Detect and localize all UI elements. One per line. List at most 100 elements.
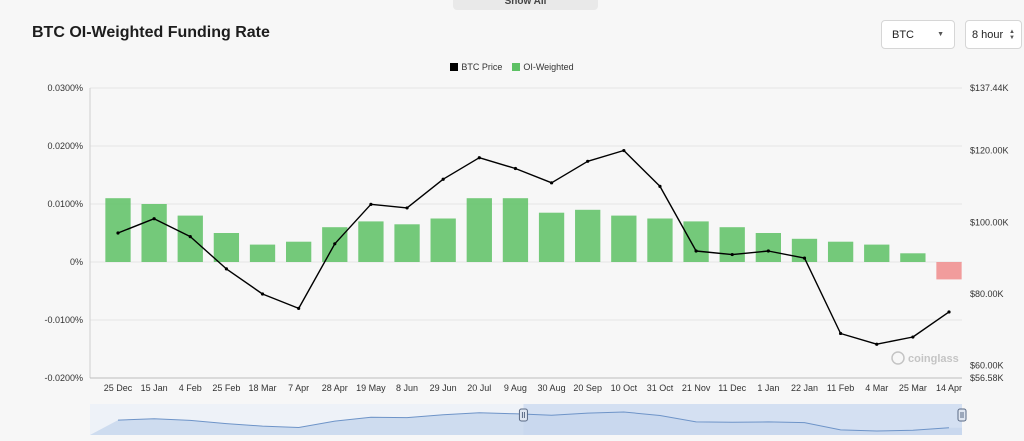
right-tick-label: $56.58K <box>970 373 1004 383</box>
funding-bar <box>213 233 240 262</box>
x-tick-label: 31 Oct <box>647 383 674 393</box>
x-tick-label: 25 Dec <box>104 383 133 393</box>
funding-bar <box>177 215 203 262</box>
btc-price-point <box>441 177 445 181</box>
right-tick-label: $80.00K <box>970 289 1004 299</box>
btc-price-point <box>188 235 192 239</box>
right-tick-label: $120.00K <box>970 146 1009 156</box>
x-tick-label: 4 Mar <box>865 383 888 393</box>
left-tick-label: 0.0200% <box>47 141 83 151</box>
btc-price-point <box>839 331 843 336</box>
btc-price-point <box>116 231 120 235</box>
btc-price-point <box>477 156 481 160</box>
coinglass-watermark: coinglass <box>891 351 959 365</box>
x-tick-label: 11 Dec <box>718 383 746 393</box>
funding-bar <box>538 212 565 262</box>
funding-bar <box>864 244 890 262</box>
btc-price-point <box>224 267 228 271</box>
x-tick-label: 10 Oct <box>611 383 638 393</box>
watermark-text: coinglass <box>908 353 959 365</box>
funding-bar <box>394 224 420 262</box>
funding-bar <box>249 244 276 262</box>
interval-select[interactable]: 8 hour ▲ ▼ <box>965 20 1022 49</box>
asset-select-value: BTC <box>892 28 914 41</box>
right-tick-label: $137.44K <box>970 83 1009 93</box>
btc-price-point <box>260 292 265 296</box>
navigator-line <box>117 411 950 432</box>
legend-item-price[interactable]: BTC Price <box>450 62 502 72</box>
btc-price-point <box>513 166 518 171</box>
btc-price-point <box>802 256 807 260</box>
caret-down-icon: ▼ <box>937 31 944 38</box>
x-tick-label: 9 Aug <box>504 383 527 393</box>
btc-price-point <box>911 335 915 339</box>
funding-bar <box>466 198 492 262</box>
x-tick-label: 15 Jan <box>141 383 168 393</box>
btc-price-point <box>297 306 301 310</box>
funding-bar <box>755 233 781 262</box>
x-tick-label: 21 Nov <box>682 383 711 393</box>
btc-price-point <box>405 206 409 210</box>
funding-bar <box>502 198 529 262</box>
funding-bar <box>900 253 926 262</box>
chart-title: BTC OI-Weighted Funding Rate <box>32 24 270 41</box>
chart-legend: BTC Price OI-Weighted <box>0 62 1024 72</box>
funding-bar <box>827 241 854 262</box>
up-down-arrows-icon: ▲ ▼ <box>1009 28 1015 41</box>
legend-label-price: BTC Price <box>461 62 503 72</box>
btc-price-point <box>333 242 337 246</box>
x-tick-label: 1 Jan <box>757 383 779 393</box>
funding-bar <box>647 218 673 262</box>
right-tick-label: $60.00K <box>970 361 1004 371</box>
interval-select-value: 8 hour <box>972 28 1004 41</box>
funding-bar <box>141 204 167 262</box>
left-tick-label: -0.0200% <box>44 373 83 383</box>
right-tick-label: $100.00K <box>970 217 1009 227</box>
left-tick-label: 0.0300% <box>47 83 83 93</box>
x-tick-label: 22 Jan <box>791 383 818 393</box>
funding-bar <box>719 227 745 262</box>
legend-label-oi-weighted: OI-Weighted <box>523 62 574 72</box>
x-tick-label: 20 Sep <box>573 383 602 393</box>
navigator-right-handle[interactable] <box>957 408 967 422</box>
x-tick-label: 19 May <box>356 383 386 393</box>
legend-swatch-price <box>450 63 459 71</box>
x-tick-label: 25 Feb <box>212 383 240 393</box>
legend-swatch-oi-weighted <box>512 63 521 71</box>
btc-price-point <box>766 249 770 253</box>
funding-bar <box>683 221 709 262</box>
funding-bar <box>611 215 637 262</box>
btc-price-point <box>622 148 626 153</box>
x-tick-label: 7 Apr <box>288 383 309 393</box>
btc-price-line <box>117 149 950 345</box>
x-tick-label: 4 Feb <box>179 383 202 393</box>
x-tick-label: 29 Jun <box>430 383 457 393</box>
x-tick-label: 28 Apr <box>322 383 348 393</box>
btc-price-point <box>549 181 554 185</box>
x-tick-label: 18 Mar <box>249 383 277 393</box>
funding-bar <box>358 221 384 262</box>
btc-price-point <box>875 342 879 346</box>
funding-bar <box>575 209 601 262</box>
btc-price-point <box>658 184 662 189</box>
x-tick-label: 25 Mar <box>899 383 927 393</box>
left-tick-label: -0.0100% <box>44 315 83 325</box>
legend-item-oi-weighted[interactable]: OI-Weighted <box>512 62 574 72</box>
btc-price-point <box>152 217 156 221</box>
btc-price-point <box>586 159 590 163</box>
funding-bar <box>430 218 456 262</box>
left-tick-label: 0% <box>70 257 83 267</box>
navigator-left-handle[interactable] <box>518 408 528 422</box>
x-tick-label: 30 Aug <box>538 383 566 393</box>
navigator-area <box>90 412 962 435</box>
x-tick-label: 20 Jul <box>467 383 491 393</box>
btc-price-point <box>947 310 951 314</box>
asset-select[interactable]: BTC ▼ <box>881 20 955 49</box>
show-all-button[interactable]: Show All <box>453 0 598 10</box>
x-tick-label: 14 Apr <box>936 383 962 393</box>
left-tick-label: 0.0100% <box>47 199 83 209</box>
funding-bar <box>286 241 312 262</box>
btc-price-point <box>730 252 734 257</box>
x-tick-label: 11 Feb <box>827 383 854 393</box>
